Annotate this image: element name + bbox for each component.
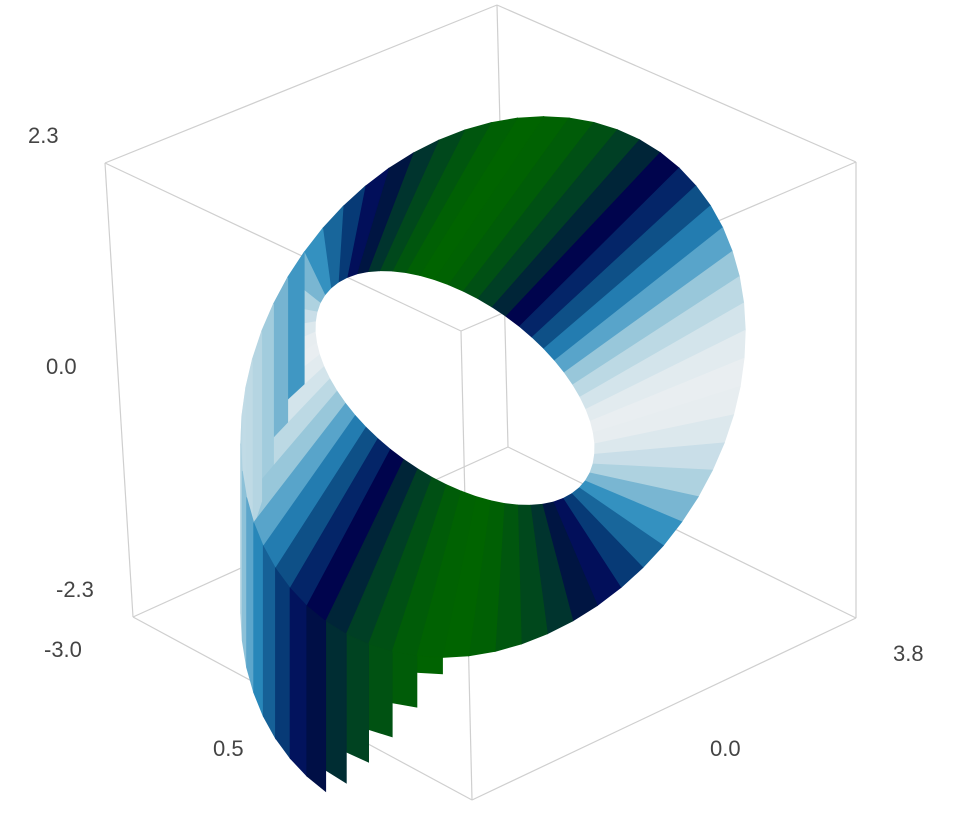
box-edge: [104, 162, 134, 618]
surface-patch: [253, 522, 264, 717]
surface-patch: [241, 470, 248, 668]
z-tick-label: 0.0: [46, 354, 77, 379]
box-edge: [507, 446, 857, 619]
surface-patch: [391, 651, 418, 708]
axis-box: [104, 4, 857, 801]
box-edge: [496, 4, 857, 163]
z-tick-label: -3.0: [44, 637, 82, 662]
surface-patch: [289, 587, 308, 778]
y-tick-label: 3.8: [893, 641, 924, 666]
surface-patch: [251, 331, 263, 530]
x-tick-label: 0.5: [213, 736, 244, 761]
surface-patch: [416, 655, 443, 675]
surface-patch: [246, 497, 255, 693]
surface-patch: [325, 620, 347, 784]
surface-patch: [262, 544, 276, 740]
ribbon-surface: [240, 116, 746, 793]
box-edge: [471, 617, 857, 801]
y-tick-label: 0.0: [710, 736, 741, 761]
surface-patch: [345, 633, 370, 763]
z-tick-label: 2.3: [28, 123, 59, 148]
box-edge: [104, 4, 498, 164]
surface-patch: [368, 643, 393, 738]
surface-patch: [306, 605, 327, 793]
z-tick-label: -2.3: [56, 577, 94, 602]
box-edge: [104, 162, 462, 332]
surface-patch: [275, 567, 291, 760]
tick-labels: 2.3 0.0 -2.3 -3.0 0.5 0.0 3.8: [28, 123, 924, 761]
